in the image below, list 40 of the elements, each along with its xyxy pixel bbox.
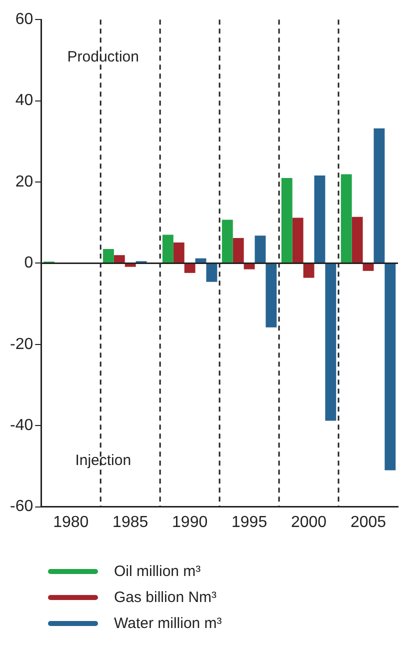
bar <box>222 220 233 263</box>
x-tick-label: 2000 <box>290 514 327 531</box>
bar <box>232 238 244 263</box>
bar <box>244 264 255 270</box>
legend-label: Gas billion Nm³ <box>114 588 217 606</box>
y-tick-label: 40 <box>15 92 34 110</box>
bar <box>184 264 196 273</box>
bar <box>114 255 125 263</box>
bar <box>292 218 304 263</box>
legend-label: Oil million m³ <box>114 562 201 580</box>
y-tick-label: 60 <box>15 11 34 28</box>
y-tick-label: -60 <box>10 498 34 516</box>
bar <box>124 264 136 267</box>
x-tick-label: 1985 <box>112 514 148 531</box>
y-tick-label: 0 <box>24 254 34 272</box>
bar <box>206 264 218 282</box>
x-tick-label: 1980 <box>53 514 89 531</box>
bar <box>362 264 374 271</box>
bar <box>162 234 174 263</box>
bar <box>102 248 114 263</box>
annotation: Production <box>67 48 139 66</box>
bar <box>281 178 292 263</box>
bar <box>303 264 314 278</box>
annotation: Injection <box>75 452 132 469</box>
bar <box>340 174 352 263</box>
bar <box>325 264 336 421</box>
bar <box>173 242 184 263</box>
y-tick-label: -20 <box>10 336 34 353</box>
x-tick-label: 1995 <box>232 514 268 531</box>
legend-label: Water million m³ <box>114 614 222 632</box>
bar <box>384 264 396 470</box>
bar <box>314 176 326 263</box>
y-tick-label: 20 <box>15 173 34 190</box>
bar <box>352 216 363 263</box>
bar <box>266 264 277 328</box>
bar <box>254 236 266 263</box>
y-tick-label: -40 <box>10 417 34 434</box>
bar <box>374 128 385 263</box>
x-tick-label: 1990 <box>172 514 208 531</box>
x-tick-label: 2005 <box>350 514 386 531</box>
